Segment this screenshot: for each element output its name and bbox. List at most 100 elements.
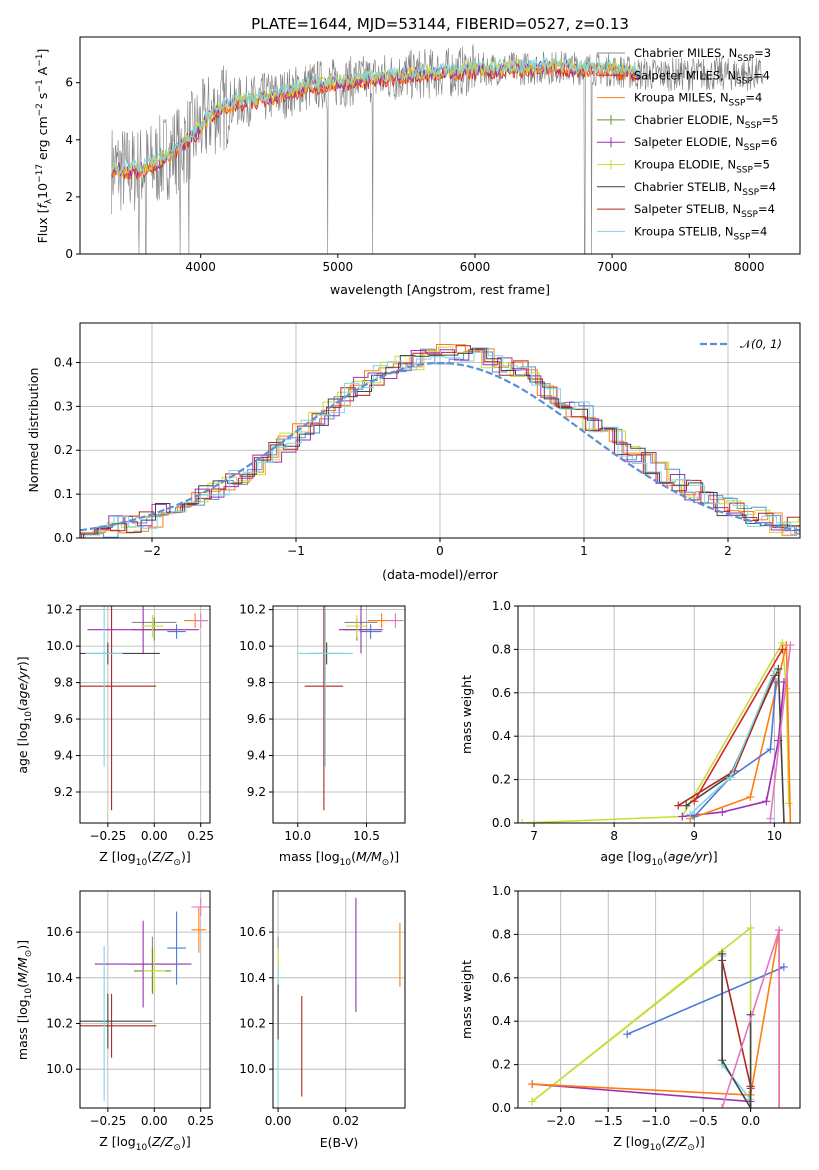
weight-marker	[779, 962, 788, 971]
y-tick-label: 0.0	[492, 816, 511, 830]
axes-spectrum: 4000 5000 6000 7000 8000 0 2 4 6	[65, 36, 801, 274]
x-tick-label: −0.5	[689, 1114, 718, 1128]
x-tick-label: 0.00	[141, 1114, 168, 1128]
axes-frame	[79, 322, 801, 539]
y-tick-label: 9.8	[54, 676, 73, 690]
y-tick-label: 0.6	[492, 686, 511, 700]
axes-age-vs-Z: −0.25 0.00 0.25 9.2 9.4 9.6 9.8 10.0 10.2	[46, 603, 214, 843]
x-tick-label: 0.02	[332, 1114, 359, 1128]
legend-label: Salpeter ELODIE, NSSP=6	[634, 135, 777, 153]
residual-histogram	[80, 347, 800, 538]
y-tick-label: 0.8	[492, 642, 511, 656]
x-axis-label: (data-model)/error	[382, 567, 499, 582]
x-axis-label: Z [log10(Z/Z⊙)]	[99, 849, 190, 868]
axes-frame	[517, 890, 801, 1109]
x-tick-label: 10.0	[284, 829, 311, 843]
x-tick-label: −2.0	[546, 1114, 575, 1128]
weight-marker	[690, 797, 699, 806]
legend-label: Salpeter MILES, NSSP=4	[634, 68, 770, 86]
axes-mass-vs-Z: −0.25 0.00 0.25 10.0 10.2 10.4 10.6	[46, 890, 214, 1128]
x-tick-label: 0.00	[265, 1114, 292, 1128]
plot-area	[277, 897, 401, 1104]
plot-area	[111, 44, 763, 254]
y-axis-label: Normed distribution	[26, 368, 41, 493]
y-tick-label: 0.4	[54, 355, 73, 369]
x-tick-label: 0.25	[187, 829, 214, 843]
model-spectrum	[111, 57, 640, 177]
y-axis-label: mass weight	[459, 675, 474, 754]
y-tick-label: 10.6	[46, 925, 73, 939]
y-tick-label: 10.0	[239, 1062, 266, 1076]
y-tick-label: 1.0	[492, 599, 511, 613]
x-tick-label: 0.0	[741, 1114, 760, 1128]
y-tick-label: 1.0	[492, 884, 511, 898]
x-tick-label: 5000	[323, 260, 354, 274]
x-tick-label: 6000	[460, 260, 491, 274]
weight-marker	[766, 745, 775, 754]
x-tick-label: −0.25	[89, 829, 126, 843]
x-tick-label: 10	[767, 829, 782, 843]
residual-histogram	[80, 348, 800, 538]
x-tick-label: −1	[287, 544, 305, 558]
axes-frame	[79, 890, 211, 1109]
residual-histogram	[80, 347, 800, 538]
y-tick-label: 4	[65, 133, 73, 147]
y-tick-label: 10.2	[239, 1016, 266, 1030]
legend-label: Chabrier ELODIE, NSSP=5	[634, 113, 779, 131]
x-tick-label: 0	[436, 544, 444, 558]
plot-area	[528, 923, 788, 1108]
legend-label: Chabrier MILES, NSSP=3	[634, 46, 771, 64]
y-tick-label: 9.6	[54, 712, 73, 726]
weight-marker	[786, 641, 795, 650]
legend-label: Kroupa MILES, NSSP=4	[634, 91, 762, 109]
weight-marker	[718, 1056, 727, 1065]
weight-line	[721, 953, 752, 1108]
y-tick-label: 10.4	[239, 971, 266, 985]
weight-marker	[775, 926, 784, 935]
y-tick-label: 0.2	[492, 773, 511, 787]
weight-marker	[623, 1030, 632, 1039]
weight-marker	[690, 812, 699, 821]
model-spectrum	[111, 56, 640, 174]
x-tick-label: 0.00	[141, 829, 168, 843]
weight-marker	[746, 792, 755, 801]
legend-label: Salpeter STELIB, NSSP=4	[634, 202, 775, 220]
plot-area	[80, 344, 800, 538]
y-tick-label: 10.6	[239, 925, 266, 939]
axes-frame	[79, 36, 801, 255]
y-tick-label: 0.2	[54, 443, 73, 457]
x-axis-label: E(B-V)	[320, 1135, 359, 1150]
chart-title: PLATE=1644, MJD=53144, FIBERID=0527, z=0…	[251, 15, 629, 33]
y-tick-label: 9.2	[54, 785, 73, 799]
weight-marker	[678, 812, 687, 821]
weight-line	[626, 966, 785, 1035]
axes-mass-vs-EBV: 0.00 0.02 10.0 10.2 10.4 10.6	[239, 890, 406, 1128]
axes-residuals: −2 −1 0 1 2 0.0 0.1 0.2 0.3 0.4	[54, 322, 801, 558]
legend-label: Kroupa ELODIE, NSSP=5	[634, 158, 770, 176]
weight-marker	[726, 773, 735, 782]
plot-area	[297, 606, 404, 811]
weight-marker	[746, 923, 755, 932]
weight-marker	[686, 810, 695, 819]
plot-area	[80, 897, 210, 1102]
x-axis-label: mass [log10(M/M⊙)]	[279, 849, 399, 868]
residual-histogram	[80, 344, 800, 536]
weight-marker	[771, 677, 780, 686]
x-axis-label: wavelength [Angstrom, rest frame]	[330, 282, 550, 297]
y-tick-label: 6	[65, 76, 73, 90]
x-tick-label: 7000	[597, 260, 628, 274]
weight-marker	[528, 1097, 537, 1106]
legend-gauss-label: 𝒩(0, 1)	[740, 337, 782, 351]
axes-frame	[517, 605, 801, 824]
weight-marker	[518, 819, 527, 823]
y-tick-label: 10.0	[46, 639, 73, 653]
y-tick-label: 0.2	[492, 1058, 511, 1072]
x-tick-label: −2	[143, 544, 161, 558]
x-axis-label: age [log10(age/yr)]	[600, 849, 717, 868]
y-tick-label: 10.0	[46, 1062, 73, 1076]
weight-line	[689, 644, 792, 823]
y-tick-label: 9.8	[247, 676, 266, 690]
axes-weight-vs-age: 7 8 9 10 0.0 0.2 0.4 0.6 0.8 1.0	[492, 599, 801, 843]
y-tick-label: 9.2	[247, 785, 266, 799]
